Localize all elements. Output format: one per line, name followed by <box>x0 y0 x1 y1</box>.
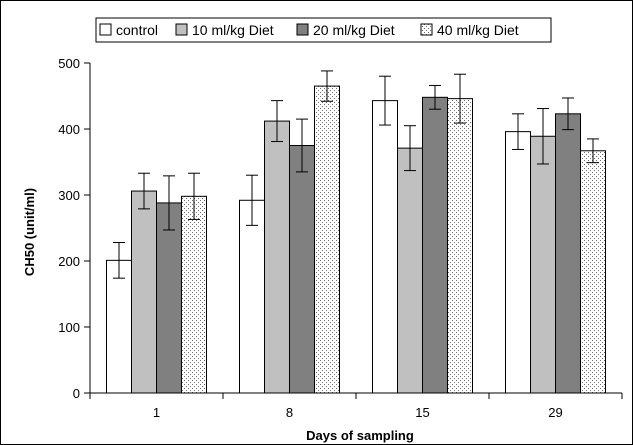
bar <box>447 98 473 394</box>
x-tick-label: 15 <box>415 405 429 420</box>
bar <box>314 85 340 394</box>
error-bars <box>113 70 599 279</box>
x-tick-label: 29 <box>548 405 562 420</box>
bar <box>422 96 448 394</box>
legend: control 10 ml/kg Diet 20 ml/kg Diet 40 ml/k… <box>95 17 552 43</box>
legend-box <box>95 17 552 43</box>
bar <box>530 135 556 394</box>
bar <box>239 199 265 394</box>
bar <box>131 190 157 394</box>
legend-label: control <box>116 22 158 38</box>
bar <box>580 150 606 394</box>
y-axis: 0 100 200 300 400 500 <box>58 56 91 401</box>
y-axis-label: CH50 (unit/ml) <box>22 188 37 276</box>
legend-swatch <box>99 23 112 36</box>
y-tick-label: 0 <box>73 386 80 401</box>
x-axis-label: Days of sampling <box>306 428 414 443</box>
bar <box>181 195 207 394</box>
bars <box>106 85 606 394</box>
y-tick-label: 100 <box>58 320 80 335</box>
legend-swatch <box>175 23 188 36</box>
y-tick-label: 400 <box>58 122 80 137</box>
bar <box>397 147 423 394</box>
legend-label: 20 ml/kg Diet <box>313 22 395 38</box>
legend-label: 40 ml/kg Diet <box>437 22 519 38</box>
bar <box>555 113 581 394</box>
bar <box>264 120 290 394</box>
legend-swatch <box>296 23 309 36</box>
legend-swatch <box>420 23 433 36</box>
bar <box>156 202 182 394</box>
bar <box>289 145 315 394</box>
bar <box>372 100 398 394</box>
x-tick-label: 8 <box>286 405 293 420</box>
y-tick-label: 500 <box>58 56 80 71</box>
y-tick-label: 300 <box>58 188 80 203</box>
bar <box>106 259 132 394</box>
y-tick-label: 200 <box>58 254 80 269</box>
legend-label: 10 ml/kg Diet <box>192 22 274 38</box>
bar <box>505 131 531 394</box>
x-tick-label: 1 <box>153 405 160 420</box>
